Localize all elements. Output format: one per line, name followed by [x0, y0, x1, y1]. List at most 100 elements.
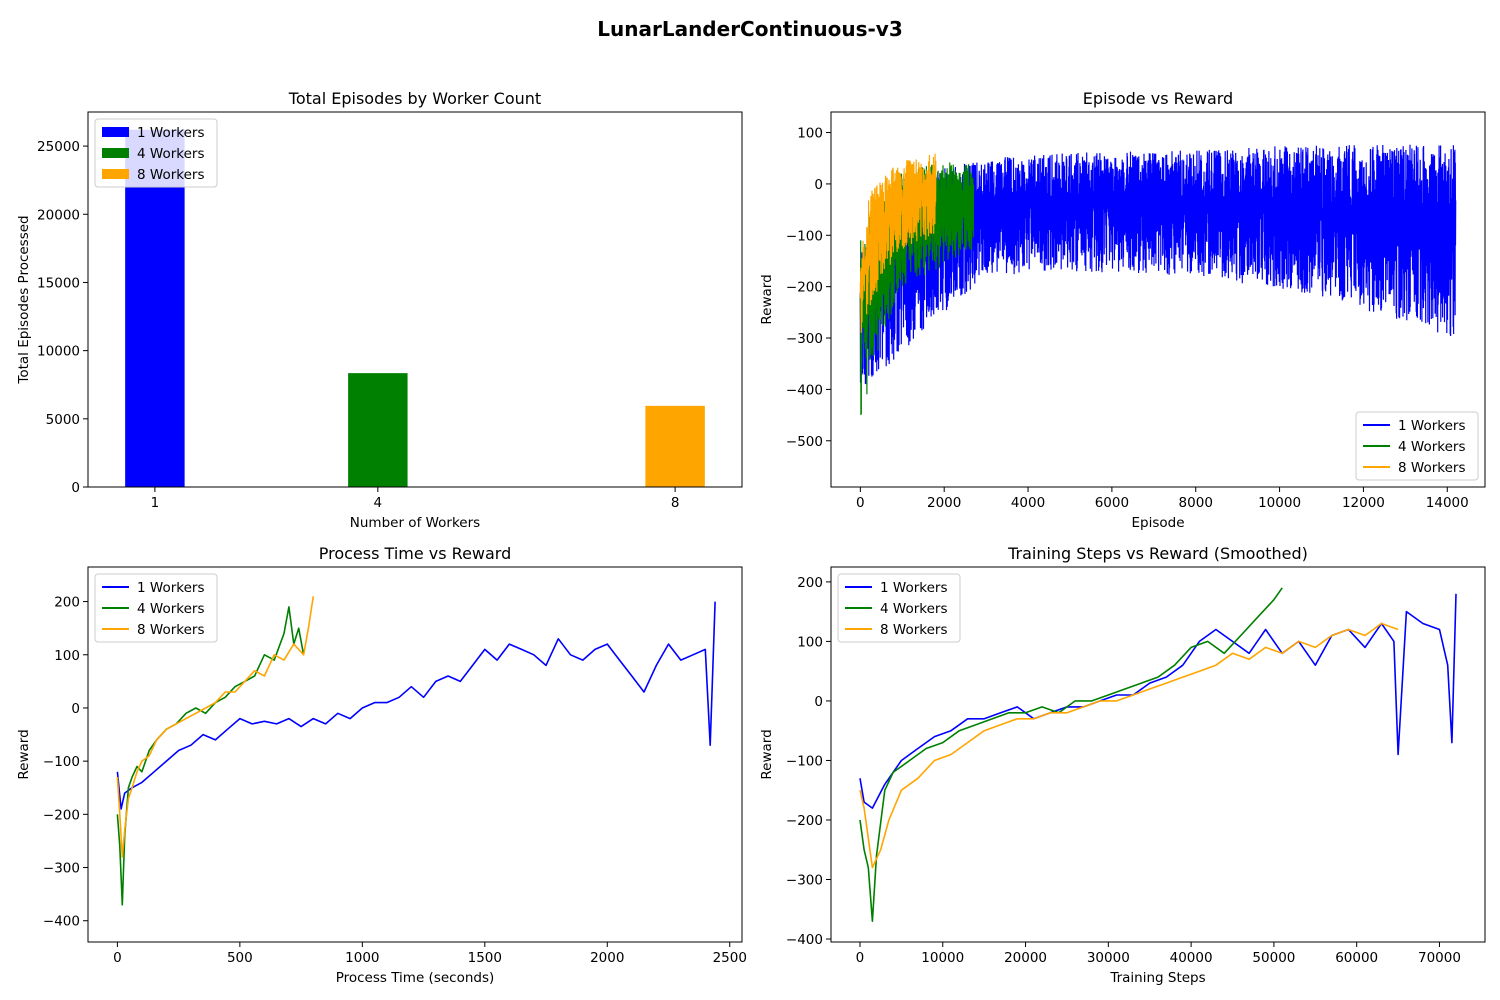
y-tick-label: −500 [786, 434, 823, 450]
y-tick-label: 10000 [37, 344, 80, 360]
axes-frame [830, 566, 1486, 943]
y-tick-label: −100 [786, 228, 823, 244]
series-line-1-workers [859, 593, 1457, 809]
legend-label: 1 Workers [137, 580, 204, 596]
figure-title: LunarLanderContinuous-v3 [597, 17, 903, 41]
x-tick-label: 8 [671, 495, 680, 511]
chart-title: Episode vs Reward [1083, 89, 1233, 108]
legend-label: 8 Workers [880, 622, 947, 638]
y-tick-label: −300 [786, 331, 823, 347]
legend-box [837, 573, 961, 643]
legend-label: 4 Workers [1398, 439, 1465, 455]
y-tick-label: −400 [786, 382, 823, 398]
legend-label: 8 Workers [1398, 460, 1465, 476]
y-tick-label: 100 [54, 648, 80, 664]
legend-label: 1 Workers [880, 580, 947, 596]
y-tick-label: −200 [786, 280, 823, 296]
x-axis-label: Episode [1131, 515, 1184, 531]
y-tick-label: 0 [814, 694, 823, 710]
y-tick-label: −100 [786, 753, 823, 769]
y-axis-label: Reward [16, 729, 32, 779]
x-tick-label: 50000 [1252, 950, 1295, 966]
series-line-1-workers [116, 601, 716, 810]
x-tick-label: 30000 [1087, 950, 1130, 966]
y-tick-label: 20000 [37, 207, 80, 223]
y-tick-label: −400 [43, 914, 80, 930]
y-tick-label: 200 [797, 575, 823, 591]
legend-label: 8 Workers [137, 167, 204, 183]
y-tick-label: −400 [786, 932, 823, 948]
x-tick-label: 2000 [927, 495, 961, 511]
legend-box [94, 573, 218, 643]
series-line-8-workers [859, 153, 937, 333]
chart-title: Training Steps vs Reward (Smoothed) [1007, 544, 1308, 563]
chart-total-episodes: 0 5000 10000 15000 20000 25000 1 4 8 1 Workers 4 W… [16, 89, 743, 531]
y-tick-label: 15000 [37, 275, 80, 291]
legend-label: 1 Workers [1398, 418, 1465, 434]
x-tick-label: 40000 [1170, 950, 1213, 966]
x-tick-label: 4000 [1011, 495, 1045, 511]
bar-8-workers [645, 405, 705, 487]
series-line-4-workers [859, 587, 1283, 923]
x-tick-label: 2500 [713, 950, 747, 966]
legend-swatch [102, 148, 129, 158]
x-tick-label: 60000 [1335, 950, 1378, 966]
x-tick-label: 500 [227, 950, 253, 966]
y-tick-label: −300 [786, 873, 823, 889]
x-tick-label: 0 [113, 950, 122, 966]
y-axis-label: Reward [759, 274, 775, 324]
y-tick-label: 0 [814, 177, 823, 193]
y-tick-label: 200 [54, 595, 80, 611]
axes-frame [830, 111, 1486, 488]
y-tick-label: 0 [71, 701, 80, 717]
y-tick-label: 0 [71, 480, 80, 496]
x-tick-label: 2000 [590, 950, 624, 966]
y-axis-label: Total Episodes Processed [16, 215, 32, 384]
x-tick-label: 8000 [1179, 495, 1213, 511]
x-tick-label: 0 [856, 950, 865, 966]
series-line-8-workers [116, 596, 315, 858]
x-tick-label: 12000 [1342, 495, 1385, 511]
chart-title: Total Episodes by Worker Count [288, 89, 541, 108]
x-axis-label: Number of Workers [350, 515, 480, 531]
bar-4-workers [348, 373, 408, 487]
y-tick-label: 25000 [37, 139, 80, 155]
legend-label: 4 Workers [137, 146, 204, 162]
bar-1-workers [125, 129, 185, 487]
legend-box [1355, 411, 1479, 481]
axes-frame [87, 111, 743, 488]
x-tick-label: 1500 [468, 950, 502, 966]
legend-swatch [102, 169, 129, 179]
x-tick-label: 70000 [1418, 950, 1461, 966]
legend-swatch [102, 127, 129, 137]
chart-training-steps-vs-reward: −400 −300 −200 −100 0 100 200 0 10000 20000 30000 4… [759, 544, 1486, 986]
x-axis-label: Training Steps [1109, 970, 1205, 986]
y-tick-label: 100 [797, 126, 823, 142]
x-tick-label: 1 [151, 495, 160, 511]
x-tick-label: 0 [856, 495, 865, 511]
chart-title: Process Time vs Reward [319, 544, 512, 563]
series-line-8-workers [859, 622, 1399, 869]
y-tick-label: −100 [43, 754, 80, 770]
axes-frame [87, 566, 743, 943]
legend-label: 4 Workers [880, 601, 947, 617]
y-tick-label: 100 [797, 634, 823, 650]
y-tick-label: 5000 [46, 412, 80, 428]
legend-label: 8 Workers [137, 622, 204, 638]
y-tick-label: −200 [43, 807, 80, 823]
legend-label: 4 Workers [137, 601, 204, 617]
y-axis-label: Reward [759, 729, 775, 779]
x-tick-label: 10000 [921, 950, 964, 966]
legend-label: 1 Workers [137, 125, 204, 141]
x-tick-label: 4 [374, 495, 383, 511]
x-tick-label: 10000 [1258, 495, 1301, 511]
x-tick-label: 20000 [1004, 950, 1047, 966]
x-tick-label: 6000 [1095, 495, 1129, 511]
x-axis-label: Process Time (seconds) [336, 970, 495, 986]
y-tick-label: −200 [786, 813, 823, 829]
series-line-4-workers [116, 606, 305, 906]
